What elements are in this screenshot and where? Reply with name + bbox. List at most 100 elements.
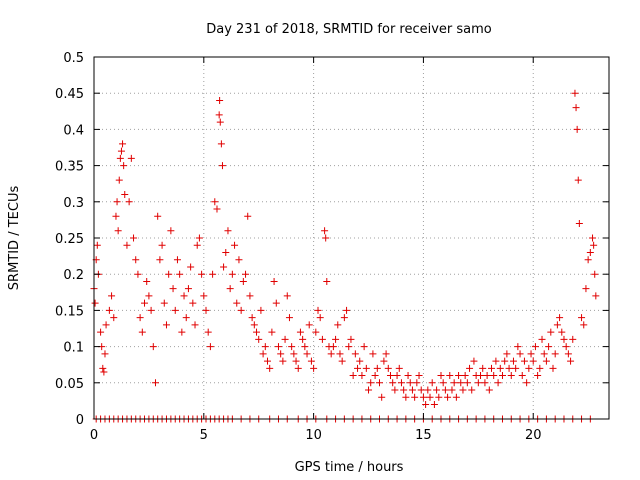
data-point xyxy=(102,321,110,329)
data-point xyxy=(336,350,344,358)
plot-frame xyxy=(93,56,610,420)
data-point xyxy=(400,386,408,394)
data-point xyxy=(435,393,443,401)
data-point xyxy=(408,386,416,394)
data-point xyxy=(481,379,489,387)
data-point xyxy=(393,372,401,380)
data-point xyxy=(382,350,390,358)
data-point xyxy=(279,357,287,365)
data-point xyxy=(529,357,537,365)
data-point xyxy=(466,364,474,372)
data-point xyxy=(574,176,582,184)
data-point xyxy=(119,140,127,148)
data-point xyxy=(527,350,535,358)
data-point xyxy=(490,372,498,380)
data-point xyxy=(165,270,173,278)
y-tick-label: 0.2 xyxy=(63,268,84,283)
data-point xyxy=(206,343,214,351)
data-point xyxy=(406,379,414,387)
data-point xyxy=(277,350,285,358)
data-point xyxy=(340,314,348,322)
y-axis-label: SRMTID / TECUs xyxy=(7,186,22,291)
data-point xyxy=(468,386,476,394)
data-point xyxy=(299,335,307,343)
data-point xyxy=(498,372,506,380)
data-point xyxy=(437,372,445,380)
data-point xyxy=(369,350,377,358)
data-point xyxy=(191,321,199,329)
data-point xyxy=(373,364,381,372)
data-point xyxy=(516,350,524,358)
data-point xyxy=(162,321,170,329)
data-point xyxy=(572,104,580,112)
data-point xyxy=(244,212,252,220)
chart-title: Day 231 of 2018, SRMTID for receiver sam… xyxy=(206,22,492,37)
data-point xyxy=(202,306,210,314)
data-point xyxy=(307,357,315,365)
data-point xyxy=(290,350,298,358)
y-tick-label: 0.1 xyxy=(63,341,84,356)
data-point xyxy=(156,256,164,264)
data-point xyxy=(233,299,241,307)
y-tick-label: 0.3 xyxy=(63,196,84,211)
data-point xyxy=(509,357,517,365)
data-point xyxy=(413,379,421,387)
data-point xyxy=(411,393,419,401)
data-point xyxy=(551,350,559,358)
data-point xyxy=(540,350,548,358)
data-point xyxy=(312,328,320,336)
data-point xyxy=(182,314,190,322)
data-point xyxy=(100,368,108,376)
data-point xyxy=(433,386,441,394)
data-point xyxy=(514,343,522,351)
data-point xyxy=(589,234,597,242)
data-point xyxy=(415,372,423,380)
data-point xyxy=(422,401,430,409)
data-point xyxy=(123,241,131,249)
data-point xyxy=(224,227,232,235)
data-point xyxy=(389,379,397,387)
data-point xyxy=(263,357,271,365)
x-axis-label: GPS time / hours xyxy=(295,460,404,475)
data-point xyxy=(402,393,410,401)
data-point xyxy=(211,198,219,206)
data-point xyxy=(586,248,594,256)
data-point xyxy=(562,343,570,351)
data-point xyxy=(216,96,224,104)
data-point xyxy=(362,364,370,372)
data-point xyxy=(426,393,434,401)
data-point xyxy=(542,357,550,365)
data-point xyxy=(371,372,379,380)
data-point xyxy=(505,364,513,372)
data-point xyxy=(117,147,125,155)
data-point xyxy=(356,357,364,365)
data-point xyxy=(560,335,568,343)
data-point xyxy=(444,393,452,401)
data-point xyxy=(110,314,118,322)
data-point xyxy=(567,357,575,365)
data-point xyxy=(463,379,471,387)
data-point xyxy=(547,328,555,336)
data-points xyxy=(90,89,600,423)
data-point xyxy=(112,212,120,220)
data-point xyxy=(134,270,142,278)
data-point xyxy=(347,335,355,343)
data-point xyxy=(132,256,140,264)
y-tick-label: 0.05 xyxy=(55,377,84,392)
data-point xyxy=(114,227,122,235)
data-point xyxy=(272,299,280,307)
data-point xyxy=(525,364,533,372)
data-point xyxy=(531,343,539,351)
data-point xyxy=(198,270,206,278)
data-point xyxy=(235,256,243,264)
data-point xyxy=(204,328,212,336)
data-point xyxy=(448,386,456,394)
data-point xyxy=(248,314,256,322)
data-point xyxy=(351,350,359,358)
data-point xyxy=(130,234,138,242)
y-tick-label: 0.45 xyxy=(55,87,84,102)
data-point xyxy=(492,357,500,365)
data-point xyxy=(591,270,599,278)
data-point xyxy=(228,270,236,278)
x-tick-label: 15 xyxy=(415,428,432,443)
